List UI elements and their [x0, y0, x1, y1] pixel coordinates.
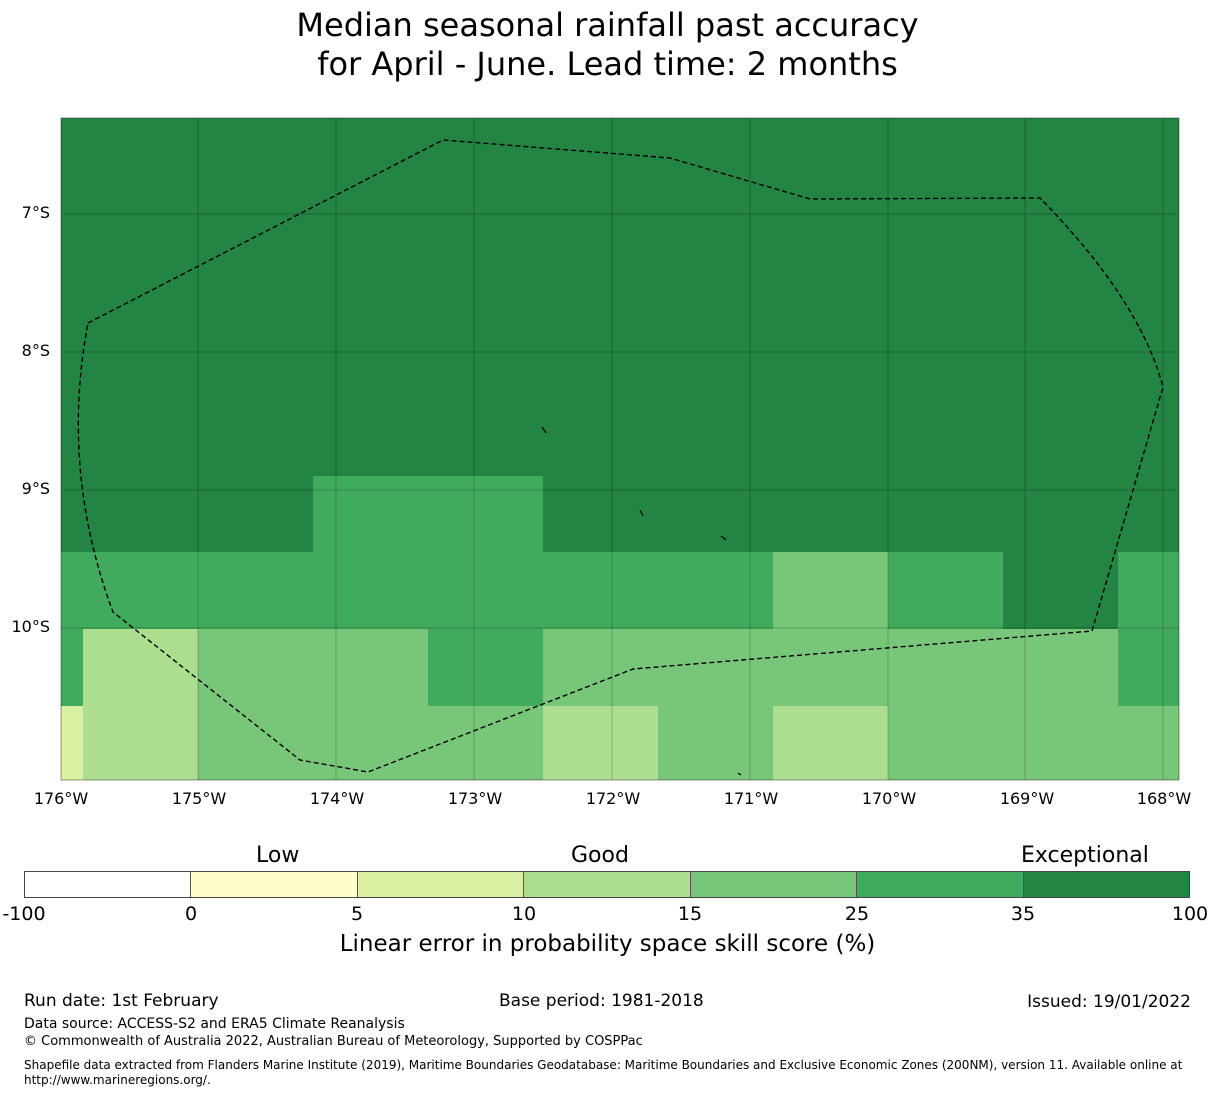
title-line-1: Median seasonal rainfall past accuracy [296, 6, 919, 44]
lon-label-173w: 173°W [447, 789, 503, 808]
cell-good-high-band [313, 476, 543, 552]
colorbar-tick-4: 15 [677, 903, 703, 925]
cell-exceptional-top [61, 118, 1179, 552]
lon-label-168w: 168°W [1136, 789, 1192, 808]
cell-good-low-west [83, 629, 198, 780]
eez-boundary [77, 139, 1164, 773]
cell-good-high-row [61, 552, 1179, 629]
run-date: Run date: 1st February [24, 991, 219, 1011]
graticule [61, 118, 1179, 780]
atoll-fakaofo [720, 535, 727, 541]
lon-label-172w: 172°W [585, 789, 641, 808]
shapefile-credit-line-1: Shapefile data extracted from Flanders M… [24, 1058, 1183, 1072]
lon-label-174w: 174°W [309, 789, 365, 808]
skill-map [60, 117, 1180, 781]
category-low-label: Low [256, 843, 300, 868]
lon-label-171w: 171°W [723, 789, 779, 808]
base-period: Base period: 1981-2018 [499, 991, 704, 1011]
colorbar-bin-4 [690, 872, 858, 897]
colorbar-bin-3 [524, 872, 691, 897]
colorbar-title: Linear error in probability space skill … [339, 931, 876, 957]
map-frame [60, 117, 1180, 781]
atoll-atafu [541, 426, 547, 434]
cell-good-low-mid [543, 706, 658, 780]
colorbar-bin-2 [357, 872, 525, 897]
cell-low-west [61, 706, 83, 780]
lat-label-7s: 7°S [21, 203, 50, 222]
colorbar-tick-3: 10 [511, 903, 537, 925]
colorbar-tick-5: 25 [844, 903, 870, 925]
colorbar-tick-1: 0 [184, 903, 198, 925]
colorbar-bin-5 [857, 872, 1024, 897]
colorbar-tick-0: -100 [2, 903, 46, 925]
lat-label-10s: 10°S [11, 617, 50, 636]
colorbar-bin-0 [25, 872, 192, 897]
cell-good-high-mid [428, 629, 543, 706]
copyright: © Commonwealth of Australia 2022, Austra… [24, 1034, 643, 1049]
cell-good-high-west [61, 629, 83, 706]
colorbar-bin-1 [191, 872, 358, 897]
issued-date: Issued: 19/01/2022 [1027, 992, 1191, 1012]
lon-label-176w: 176°W [33, 789, 89, 808]
atolls [541, 426, 742, 776]
colorbar [24, 871, 1190, 898]
category-exceptional-label: Exceptional [1021, 843, 1149, 868]
colorbar-bin-6 [1023, 872, 1189, 897]
atoll-swains [737, 772, 742, 776]
colorbar-tick-7: 100 [1171, 903, 1209, 925]
lon-label-175w: 175°W [171, 789, 227, 808]
cell-exceptional-east [1003, 552, 1118, 629]
colorbar-tick-6: 35 [1010, 903, 1036, 925]
lat-label-9s: 9°S [21, 479, 50, 498]
data-source: Data source: ACCESS-S2 and ERA5 Climate … [24, 1016, 405, 1032]
atoll-nukunonu [639, 509, 644, 517]
lon-label-170w: 170°W [861, 789, 917, 808]
cell-good-high-east [1118, 629, 1179, 706]
colorbar-tick-2: 5 [350, 903, 364, 925]
lat-label-8s: 8°S [21, 341, 50, 360]
skill-cells [61, 118, 1179, 780]
lon-label-169w: 169°W [999, 789, 1055, 808]
category-good-label: Good [571, 843, 629, 868]
shapefile-credit-line-2: http://www.marineregions.org/. [24, 1073, 211, 1087]
cell-good-mid-a [773, 552, 888, 629]
title-line-2: for April - June. Lead time: 2 months [317, 45, 898, 83]
cell-good-low-east [773, 706, 888, 780]
chart-title: Median seasonal rainfall past accuracy f… [0, 6, 1215, 84]
